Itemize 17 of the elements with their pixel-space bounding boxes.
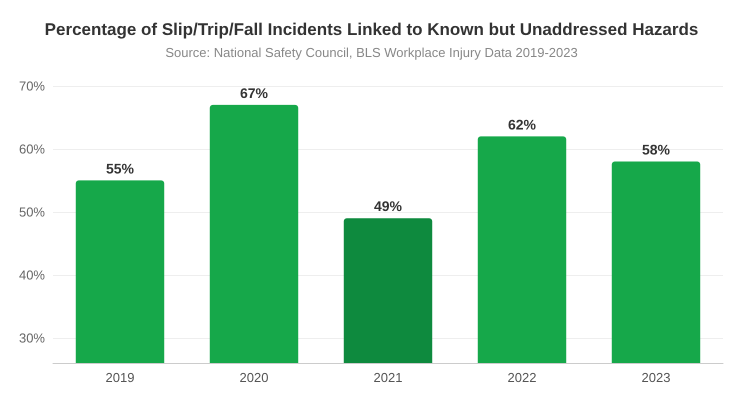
y-tick-label: 50% [18, 204, 46, 220]
y-tick-label: 40% [18, 267, 46, 282]
data-label: 55% [106, 160, 135, 176]
chart-title: Percentage of Slip/Trip/Fall Incidents Linked to Known but Unaddressed Hazards [44, 20, 698, 39]
x-tick-label: 2019 [106, 370, 134, 385]
data-label: 49% [374, 198, 403, 214]
data-label: 58% [642, 142, 671, 158]
data-label: 67% [240, 84, 269, 101]
x-tick-label: 2021 [374, 370, 402, 385]
chart-subtitle: Source: National Safety Council, BLS Workplace Injury Data 2019-2023 [165, 45, 578, 60]
y-tick-label: 30% [18, 330, 46, 346]
y-tick-label: 60% [18, 141, 46, 156]
x-tick-label: 2022 [508, 370, 536, 385]
x-tick-label: 2020 [240, 370, 268, 385]
x-tick-label: 2023 [642, 370, 670, 385]
y-tick-label: 70% [18, 78, 46, 94]
data-label: 62% [508, 116, 537, 132]
